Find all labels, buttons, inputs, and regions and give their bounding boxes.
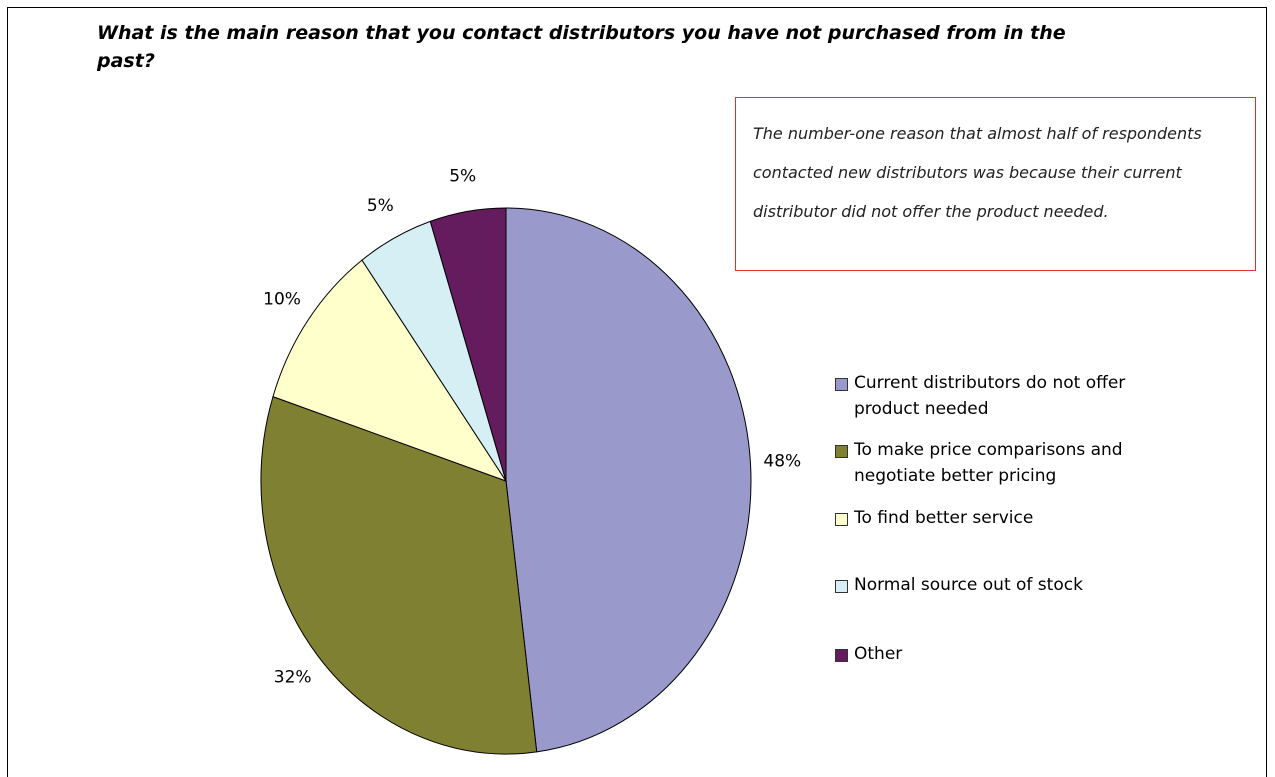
data-label: 48%: [763, 452, 801, 472]
pie-slice: [429, 207, 507, 482]
pie-slice: [272, 259, 508, 482]
legend-item: Normal source out of stock: [835, 572, 1195, 598]
data-label: 5%: [367, 196, 394, 216]
legend-label: Other: [854, 644, 903, 664]
data-label: 5%: [449, 166, 476, 186]
data-label: 10%: [263, 290, 301, 310]
legend-item: To make price comparisons and negotiate …: [835, 437, 1195, 489]
legend-label: To make price comparisons and negotiate …: [854, 440, 1123, 486]
legend-swatch: [835, 580, 848, 593]
legend-item: To find better service: [835, 505, 1195, 531]
legend-swatch: [835, 649, 848, 662]
annotation: The number-one reason that almost half o…: [735, 97, 1256, 271]
chart-title: What is the main reason that you contact…: [97, 22, 1066, 72]
pie-slice: [505, 207, 752, 753]
legend-item: Current distributors do not offer produc…: [835, 370, 1195, 422]
legend-label: Normal source out of stock: [854, 575, 1083, 595]
frame: [7, 7, 1267, 777]
pie-slice: [260, 395, 538, 755]
legend-label: To find better service: [854, 508, 1034, 528]
legend-label: Current distributors do not offer produc…: [854, 373, 1126, 419]
legend-item: Other: [835, 641, 1195, 667]
legend-swatch: [835, 513, 848, 526]
legend-swatch: [835, 445, 848, 458]
legend-swatch: [835, 378, 848, 391]
data-label: 32%: [274, 668, 312, 688]
